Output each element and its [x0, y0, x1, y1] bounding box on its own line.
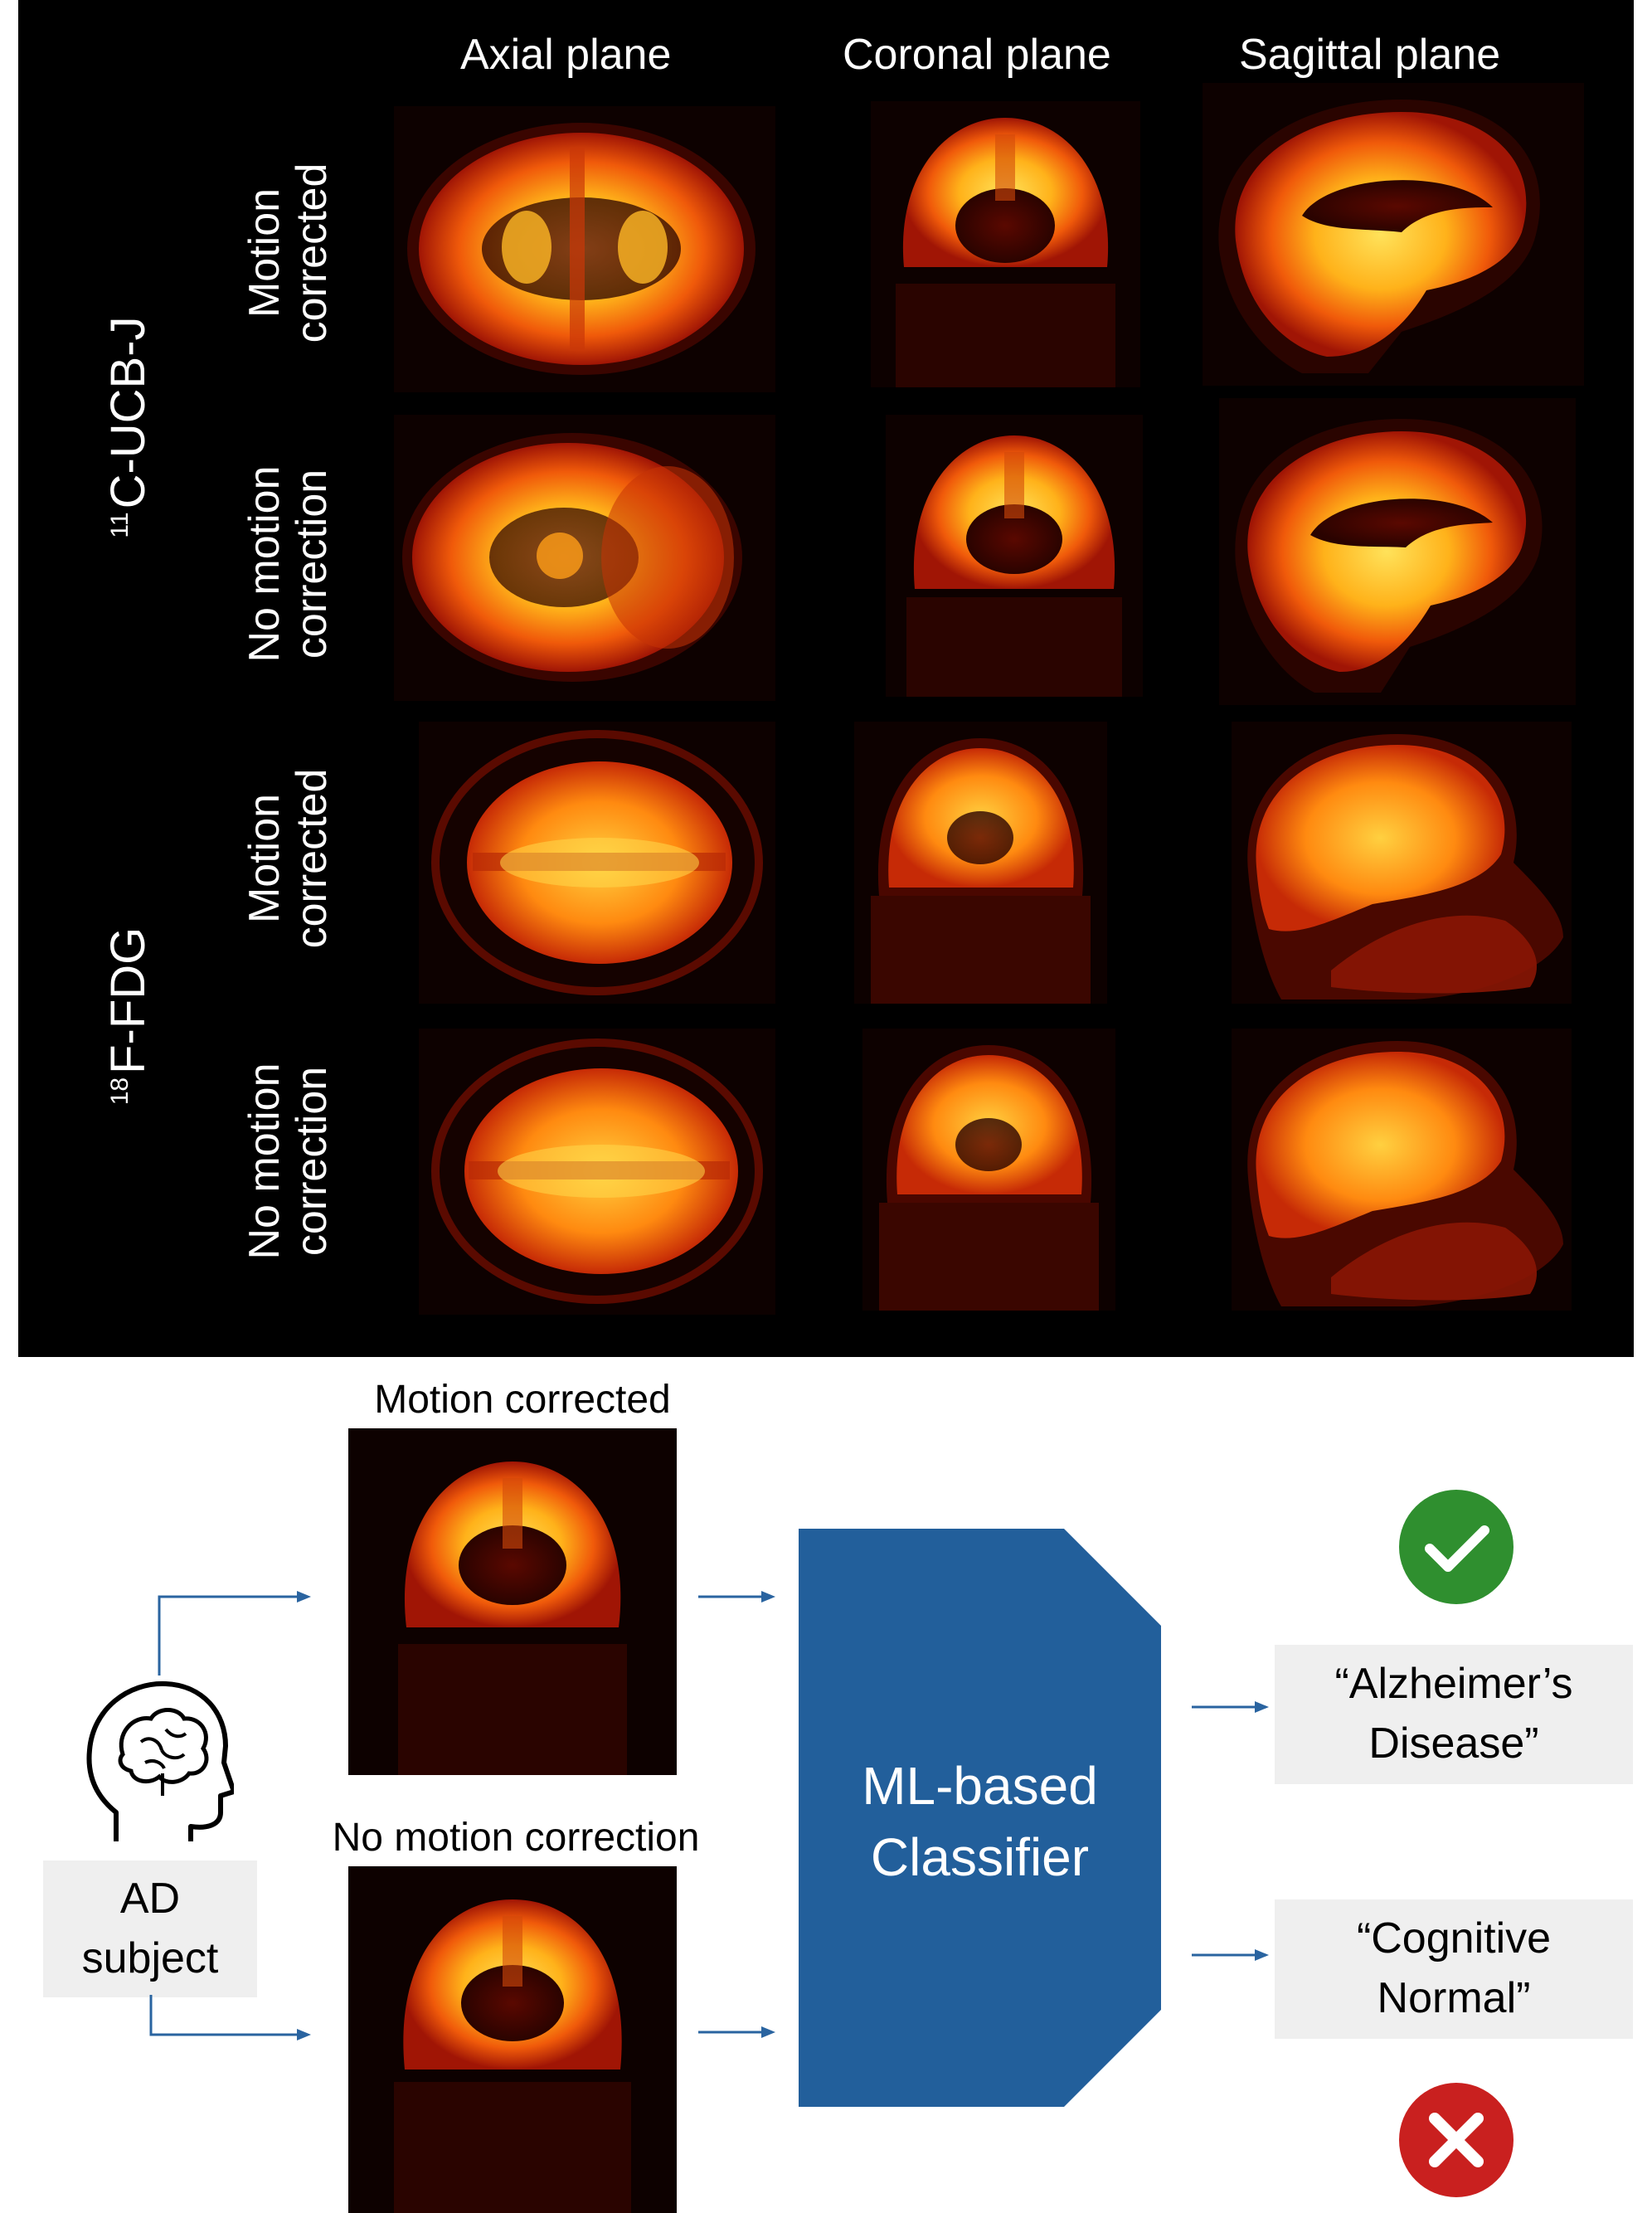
row-label-fdg-corrected: Motion corrected — [240, 768, 336, 949]
row-label-ucbj-uncorrected: No motion correction — [240, 465, 336, 663]
image-motion-corrected-coronal — [348, 1428, 677, 1775]
row-label-fdg-uncorrected: No motion correction — [240, 1063, 336, 1260]
row-label-ucbj-corrected: Motion corrected — [240, 163, 336, 343]
scan-ucbj-uncorrected-axial — [394, 415, 775, 701]
output-alzheimers-disease: “Alzheimer’s Disease” — [1275, 1645, 1633, 1784]
scan-ucbj-corrected-coronal — [871, 101, 1140, 387]
arrow-corrected-to-classifier — [698, 1591, 775, 1603]
image-no-motion-correction-coronal — [348, 1866, 677, 2213]
arrow-subject-to-corrected — [158, 1591, 311, 1676]
label-motion-corrected-image: Motion corrected — [374, 1378, 671, 1422]
scan-fdg-uncorrected-sagittal — [1232, 1029, 1572, 1311]
arrow-subject-to-uncorrected — [149, 1995, 311, 2040]
output-cognitive-normal: “Cognitive Normal” — [1275, 1899, 1633, 2039]
label-no-motion-correction-image: No motion correction — [332, 1816, 700, 1860]
scan-fdg-corrected-coronal — [854, 722, 1107, 1004]
check-circle-icon — [1399, 1490, 1514, 1604]
scan-fdg-corrected-sagittal — [1232, 722, 1572, 1004]
ml-classifier-block — [799, 1529, 1161, 2107]
scan-fdg-uncorrected-coronal — [862, 1029, 1115, 1311]
scan-fdg-uncorrected-axial — [419, 1029, 775, 1315]
arrow-classifier-to-cn — [1192, 1949, 1269, 1961]
arrow-uncorrected-to-classifier — [698, 2026, 775, 2038]
column-title-axial: Axial plane — [460, 31, 672, 79]
classifier-label: ML-based Classifier — [862, 1756, 1098, 1888]
tracer-label-fdg: 18F-FDG — [101, 927, 156, 1106]
scan-ucbj-uncorrected-sagittal — [1219, 398, 1576, 705]
column-title-coronal: Coronal plane — [843, 31, 1111, 79]
column-title-sagittal: Sagittal plane — [1239, 31, 1501, 79]
x-circle-icon — [1399, 2083, 1514, 2197]
head-brain-icon — [86, 1680, 234, 1841]
tracer-label-ucbj: 11C-UCB-J — [101, 316, 156, 538]
scan-fdg-corrected-axial — [419, 722, 775, 1004]
scan-ucbj-corrected-axial — [394, 106, 775, 392]
scan-ucbj-corrected-sagittal — [1203, 83, 1584, 386]
arrow-classifier-to-ad — [1192, 1701, 1269, 1713]
ad-subject-label: AD subject — [43, 1860, 257, 1997]
scan-ucbj-uncorrected-coronal — [886, 415, 1143, 697]
